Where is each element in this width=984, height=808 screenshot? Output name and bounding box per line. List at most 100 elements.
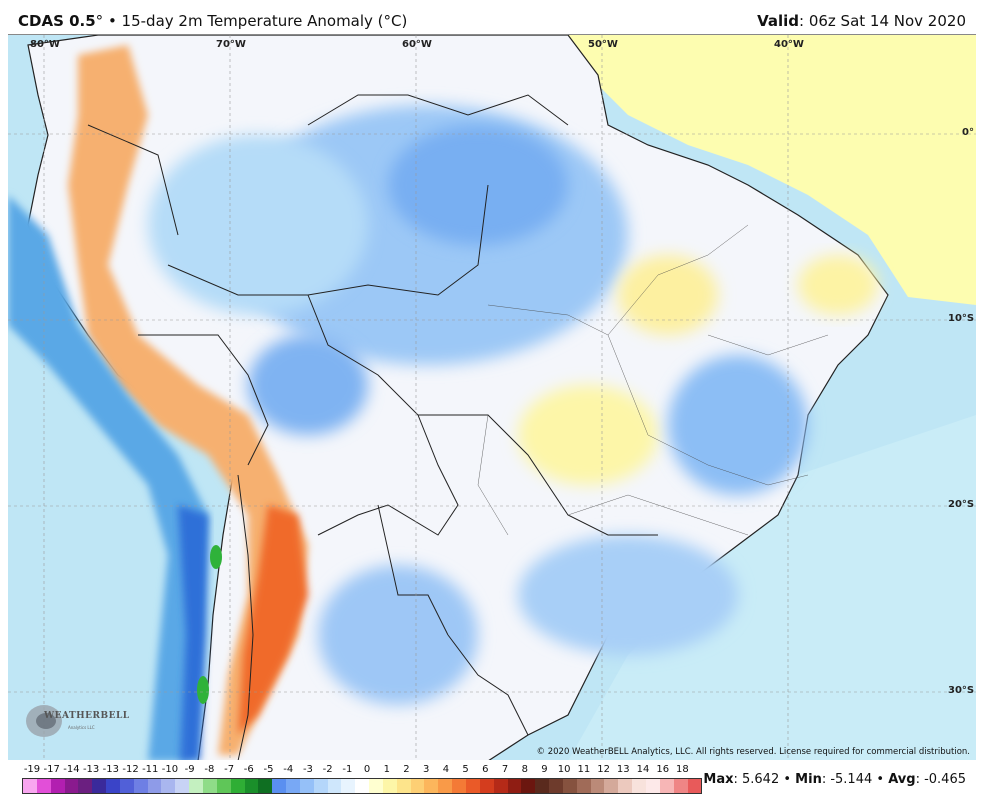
colorbar-segment <box>687 779 702 793</box>
colorbar <box>22 778 702 794</box>
colorbar-segment <box>119 779 134 793</box>
colorbar-segment <box>562 779 577 793</box>
colorbar-label: 0 <box>363 764 371 775</box>
colorbar-segment <box>507 779 522 793</box>
colorbar-segment <box>327 779 342 793</box>
valid-time: Valid: 06z Sat 14 Nov 2020 <box>757 12 966 30</box>
colorbar-segment <box>23 779 37 793</box>
colorbar-segment <box>313 779 328 793</box>
cold-spot-north <box>210 545 222 569</box>
logo-text: WEATHERBELL <box>44 711 130 721</box>
lon-label-80w: 80°W <box>30 39 60 50</box>
anomaly-map: 80°W 70°W 60°W 50°W 40°W 0° 10°S 20°S 30… <box>8 34 976 762</box>
colorbar-label: 16 <box>656 764 670 775</box>
colorbar-segment <box>36 779 51 793</box>
colorbar-segment <box>272 779 287 793</box>
stats-summary: Max: 5.642 • Min: -5.144 • Avg: -0.465 <box>703 772 966 787</box>
colorbar-segment <box>659 779 674 793</box>
colorbar-label: 18 <box>676 764 689 775</box>
colorbar-label: -13 <box>82 764 100 775</box>
colorbar-segment <box>341 779 356 793</box>
colorbar-label: -8 <box>204 764 215 775</box>
colorbar-segment <box>549 779 563 793</box>
southeast-brazil-cool <box>518 535 738 655</box>
logo-subtext: Analytics LLC <box>68 725 95 730</box>
colorbar-segment <box>424 779 439 793</box>
colorbar-label: 9 <box>541 764 548 775</box>
andes-warm-anomaly <box>68 45 308 755</box>
bolivia-cool <box>248 335 368 435</box>
colorbar-label: -12 <box>122 764 139 775</box>
colorbar-segment <box>645 779 660 793</box>
min-value: : -5.144 <box>821 772 873 787</box>
lon-label-60w: 60°W <box>402 39 432 50</box>
avg-value: : -0.465 <box>915 772 966 787</box>
pacific-coastal-cool <box>8 195 208 761</box>
colorbar-label: 14 <box>636 764 650 775</box>
atlantic-warm-anomaly <box>568 35 976 305</box>
lat-label-20s: 20°S <box>948 499 975 510</box>
colorbar-segment <box>216 779 231 793</box>
valid-value: : 06z Sat 14 Nov 2020 <box>799 12 966 30</box>
colorbar-label: -6 <box>243 764 254 775</box>
colorbar-segment <box>286 779 300 793</box>
colorbar-label: 11 <box>577 764 591 775</box>
colorbar-label: -13 <box>102 764 119 775</box>
western-amazon-cool <box>148 135 368 315</box>
footer: -19 -17 -14 -13 -13 -12 -11 -10 -9 -8 -7 -6 -5 -4 -3 -2… <box>0 760 984 808</box>
colorbar-label: 2 <box>403 764 410 775</box>
amazon-cool-core <box>388 125 568 245</box>
title-model: CDAS 0.5 <box>18 12 96 30</box>
south-atlantic <box>568 415 976 761</box>
colorbar-label: 4 <box>442 764 450 775</box>
colorbar-segment <box>604 779 619 793</box>
colorbar-segment <box>92 779 107 793</box>
eastern-brazil-cool <box>668 355 808 495</box>
colorbar-segment <box>64 779 79 793</box>
colorbar-label: -17 <box>43 764 60 775</box>
lat-label-30s: 30°S <box>948 685 975 696</box>
colorbar-label: -5 <box>263 764 274 775</box>
colorbar-label: 7 <box>501 764 509 775</box>
colorbar-segment <box>189 779 203 793</box>
state-borders <box>477 224 829 536</box>
colorbar-label: -7 <box>224 764 235 775</box>
colorbar-label: 5 <box>462 764 469 775</box>
colorbar-segment <box>147 779 162 793</box>
colorbar-label: -11 <box>142 764 159 775</box>
map-canvas <box>8 35 976 761</box>
colorbar-segment <box>535 779 550 793</box>
max-label: Max <box>703 772 734 787</box>
colorbar-segment <box>78 779 93 793</box>
lon-label-70w: 70°W <box>216 39 246 50</box>
colorbar-segment <box>355 779 370 793</box>
country-borders <box>87 94 658 761</box>
colorbar-segment <box>202 779 217 793</box>
andes-hot-core <box>238 505 308 735</box>
colorbar-segment <box>299 779 314 793</box>
copyright-notice: © 2020 WeatherBELL Analytics, LLC. All r… <box>536 747 970 757</box>
colorbar-segment <box>618 779 633 793</box>
paraguay-cool <box>318 565 478 705</box>
colorbar-segment <box>673 779 688 793</box>
colorbar-label: -9 <box>184 764 195 775</box>
colorbar-segment <box>106 779 120 793</box>
colorbar-segment <box>175 779 190 793</box>
lon-label-40w: 40°W <box>774 39 804 50</box>
colorbar-segment <box>632 779 646 793</box>
colorbar-segment <box>230 779 245 793</box>
header: CDAS 0.5° • 15-day 2m Temperature Anomal… <box>0 0 984 34</box>
colorbar-segment <box>479 779 494 793</box>
colorbar-label: 8 <box>521 764 528 775</box>
colorbar-segment <box>590 779 605 793</box>
colorbar-label: 10 <box>557 764 571 775</box>
colorbar-segment <box>133 779 148 793</box>
colorbar-segment <box>521 779 536 793</box>
min-label: Min <box>795 772 822 787</box>
colorbar-label: -19 <box>23 764 41 775</box>
colorbar-labels: -19 -17 -14 -13 -13 -12 -11 -10 -9 -8 -7 -6 -5 -4 -3 -2… <box>22 764 702 778</box>
colorbar-label: 3 <box>423 764 430 775</box>
stats-separator: • <box>872 772 889 787</box>
colorbar-segment <box>244 779 259 793</box>
lat-label-0: 0° <box>962 127 974 138</box>
